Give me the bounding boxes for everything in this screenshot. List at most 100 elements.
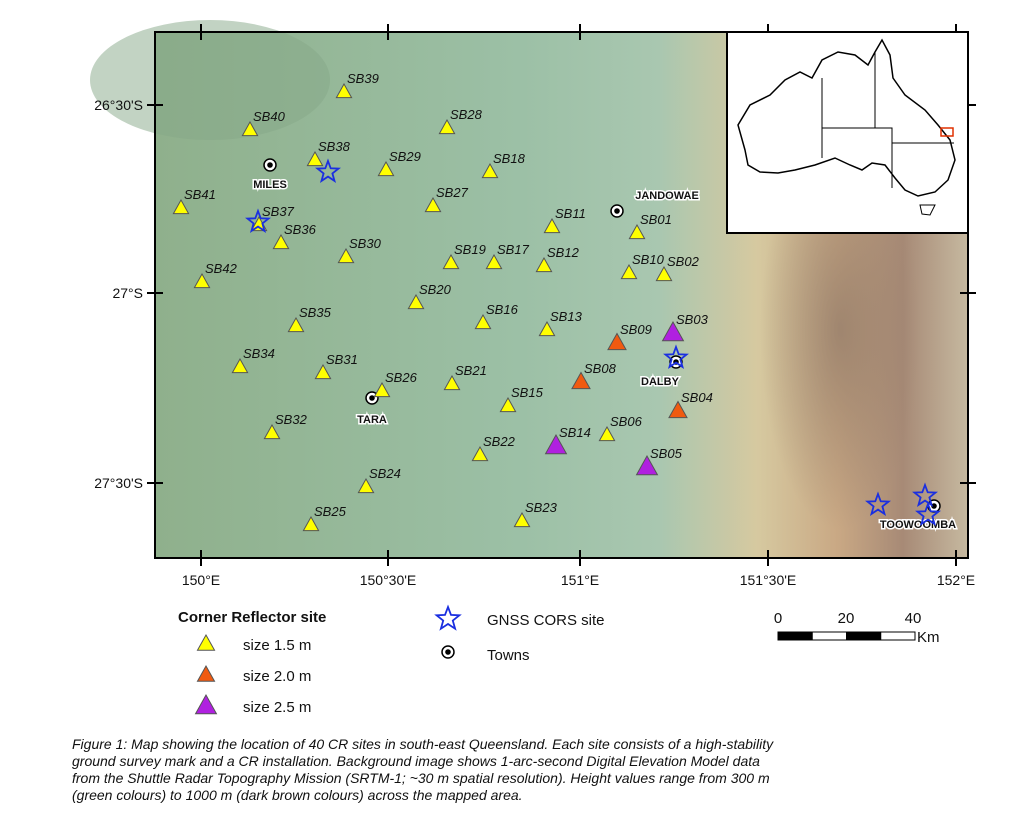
legend-title: Corner Reflector site xyxy=(178,609,326,626)
town-marker xyxy=(369,395,375,401)
lon-label: 150°30'E xyxy=(360,572,417,588)
site-marker xyxy=(474,313,492,330)
scale-segment xyxy=(777,631,813,641)
site-marker xyxy=(172,198,190,215)
site-marker xyxy=(241,120,259,137)
scale-label: 20 xyxy=(838,610,855,627)
town-label: MILES xyxy=(253,179,287,191)
lon-label: 151°30'E xyxy=(740,572,797,588)
site-label: SB26 xyxy=(385,370,418,385)
site-label: SB35 xyxy=(299,305,332,320)
site-marker xyxy=(635,454,659,476)
site-marker xyxy=(620,263,638,280)
graticule-ticks: 26°30'S 27°S 27°30'S 150°E 150°30'E 151°E 151°… xyxy=(94,24,976,588)
site-label: SB29 xyxy=(389,149,421,164)
site-marker xyxy=(513,511,531,528)
scale-unit: Km xyxy=(917,629,940,646)
legend: size 1.5 m size 2.0 m size 2.5 m GNSS CORS … xyxy=(194,604,605,716)
town-label: TOOWOOMBA xyxy=(880,519,956,531)
site-marker xyxy=(481,162,499,179)
site-marker xyxy=(485,253,503,270)
site-label: SB38 xyxy=(318,139,351,154)
site-label: SB39 xyxy=(347,71,379,86)
site-label: SB24 xyxy=(369,466,401,481)
site-label: SB16 xyxy=(486,302,519,317)
town-label: TARA xyxy=(357,414,387,426)
site-marker xyxy=(538,320,556,337)
site-marker xyxy=(535,256,553,273)
gnss-star xyxy=(434,604,462,631)
scale-label: 0 xyxy=(774,610,782,627)
site-marker xyxy=(499,396,517,413)
site-label: SB04 xyxy=(681,390,713,405)
state-borders xyxy=(821,52,954,188)
site-label: SB09 xyxy=(620,322,652,337)
elevation-shade xyxy=(90,20,330,140)
site-label: SB19 xyxy=(454,242,486,257)
site-marker xyxy=(193,272,211,289)
caption-line: Figure 1: Map showing the location of 40… xyxy=(72,736,774,752)
scale-segment xyxy=(811,631,847,641)
town-label: DALBY xyxy=(641,376,680,388)
site-label: SB31 xyxy=(326,352,358,367)
site-marker xyxy=(302,515,320,532)
site-label: SB13 xyxy=(550,309,583,324)
site-marker xyxy=(377,160,395,177)
site-label: SB08 xyxy=(584,361,617,376)
site-marker xyxy=(263,423,281,440)
site-marker xyxy=(628,223,646,240)
gnss-star xyxy=(912,482,938,507)
site-marker xyxy=(287,316,305,333)
legend-label: GNSS CORS site xyxy=(487,612,605,629)
site-label: SB11 xyxy=(555,206,586,221)
legend-marker xyxy=(196,633,216,651)
site-marker xyxy=(335,82,353,99)
site-label: SB21 xyxy=(455,363,487,378)
site-marker xyxy=(407,293,425,310)
site-marker xyxy=(668,400,688,419)
scale-segment xyxy=(846,631,882,641)
legend-marker xyxy=(196,664,216,682)
gnss-star xyxy=(663,344,689,369)
lat-label: 27°S xyxy=(112,285,143,301)
site-label: SB14 xyxy=(559,425,591,440)
legend-label: size 2.5 m xyxy=(243,699,311,716)
scale-segment xyxy=(880,631,916,641)
site-label: SB34 xyxy=(243,346,275,361)
australia-outline xyxy=(737,38,956,197)
site-marker xyxy=(544,433,568,455)
site-marker xyxy=(337,247,355,264)
gnss-star xyxy=(315,158,341,183)
site-marker xyxy=(442,253,460,270)
site-label: SB28 xyxy=(450,107,483,122)
legend-label: size 2.0 m xyxy=(243,668,311,685)
lon-label: 152°E xyxy=(937,572,975,588)
site-label: SB23 xyxy=(525,500,558,515)
lon-label: 150°E xyxy=(182,572,220,588)
site-marker xyxy=(306,150,324,167)
site-label: SB27 xyxy=(436,185,469,200)
gnss-star xyxy=(245,208,271,233)
town-marker xyxy=(267,162,273,168)
site-label: SB01 xyxy=(640,212,672,227)
site-marker xyxy=(314,363,332,380)
site-marker xyxy=(424,196,442,213)
site-marker xyxy=(373,381,391,398)
gnss-star xyxy=(865,491,891,516)
site-label: SB37 xyxy=(262,204,295,219)
site-marker xyxy=(661,320,685,342)
site-label: SB18 xyxy=(493,151,526,166)
site-marker xyxy=(357,477,375,494)
site-label: SB06 xyxy=(610,414,643,429)
sites: MILES JANDOWAE DALBY TARA TOOWOOMBA SB39 SB40 S… xyxy=(172,71,958,533)
town-marker xyxy=(931,503,937,509)
site-marker xyxy=(443,374,461,391)
caption-line: ground survey mark and a CR installation… xyxy=(72,753,760,769)
site-label: SB40 xyxy=(253,109,286,124)
site-marker xyxy=(471,445,489,462)
site-label: SB20 xyxy=(419,282,452,297)
caption: Figure 1: Map showing the location of 40… xyxy=(72,736,774,803)
site-marker xyxy=(438,118,456,135)
